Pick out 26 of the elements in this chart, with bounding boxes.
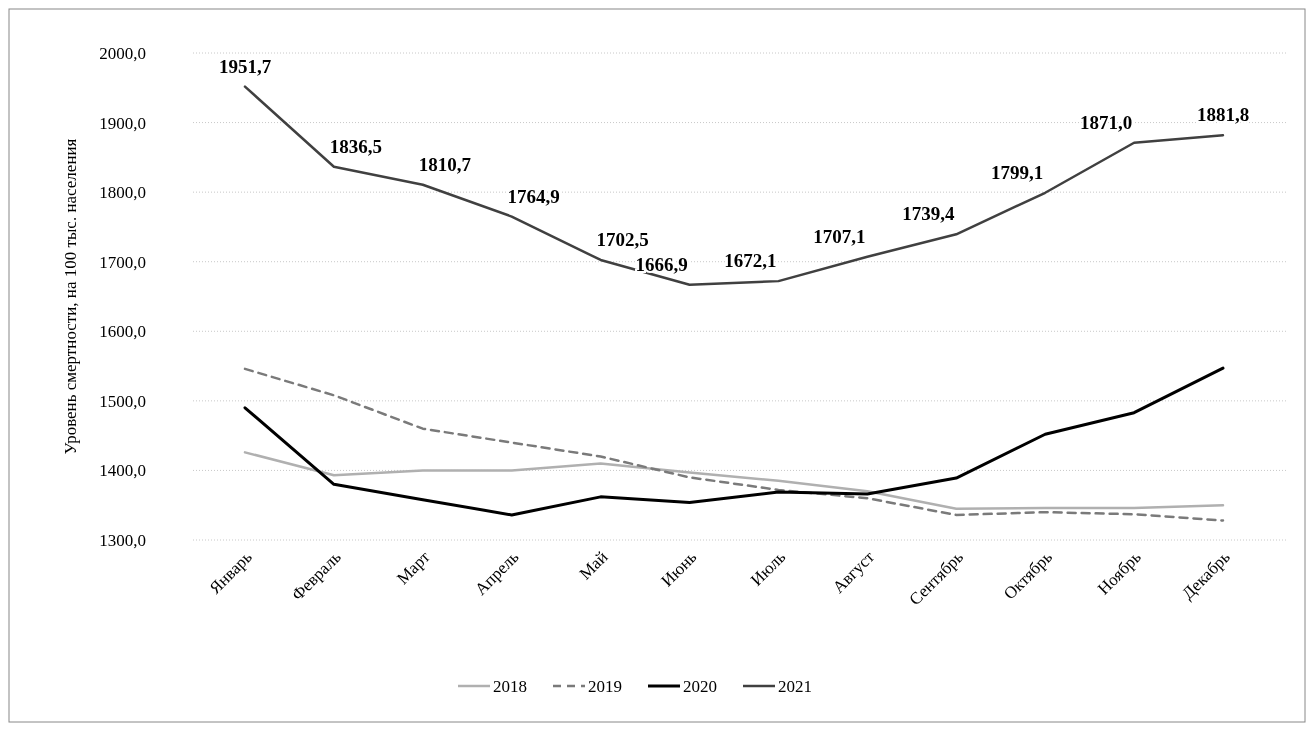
y-tick-label: 1900,0: [99, 113, 146, 133]
data-label: 1871,0: [1079, 111, 1133, 133]
data-label: 1881,8: [1196, 104, 1250, 126]
data-label: 1672,1: [724, 250, 777, 272]
line-series: [243, 451, 1225, 510]
legend-label: 2018: [493, 676, 527, 696]
data-label: 1836,5: [329, 135, 383, 157]
data-label: 1764,9: [507, 185, 560, 207]
data-label: 1666,9: [635, 253, 688, 275]
data-label: 1707,1: [813, 225, 866, 247]
y-tick-label: 1600,0: [99, 322, 146, 342]
legend-label: 2019: [588, 676, 622, 696]
legend-label: 2020: [683, 676, 717, 696]
data-label: 1739,4: [902, 203, 955, 225]
y-tick-label: 1700,0: [99, 252, 146, 272]
y-tick-label: 1500,0: [99, 391, 146, 411]
y-axis-title: Уровень смертности, на 100 тыс. населения: [61, 138, 80, 455]
y-tick-label: 1800,0: [99, 183, 146, 203]
data-label: 1799,1: [991, 161, 1044, 183]
data-label: 1951,7: [218, 55, 272, 77]
y-tick-label: 1400,0: [99, 461, 146, 481]
y-tick-label: 1300,0: [99, 530, 146, 550]
legend-label: 2021: [778, 676, 812, 696]
y-tick-label: 2000,0: [99, 43, 146, 63]
data-label: 1702,5: [596, 228, 649, 250]
data-label: 1810,7: [418, 153, 472, 175]
